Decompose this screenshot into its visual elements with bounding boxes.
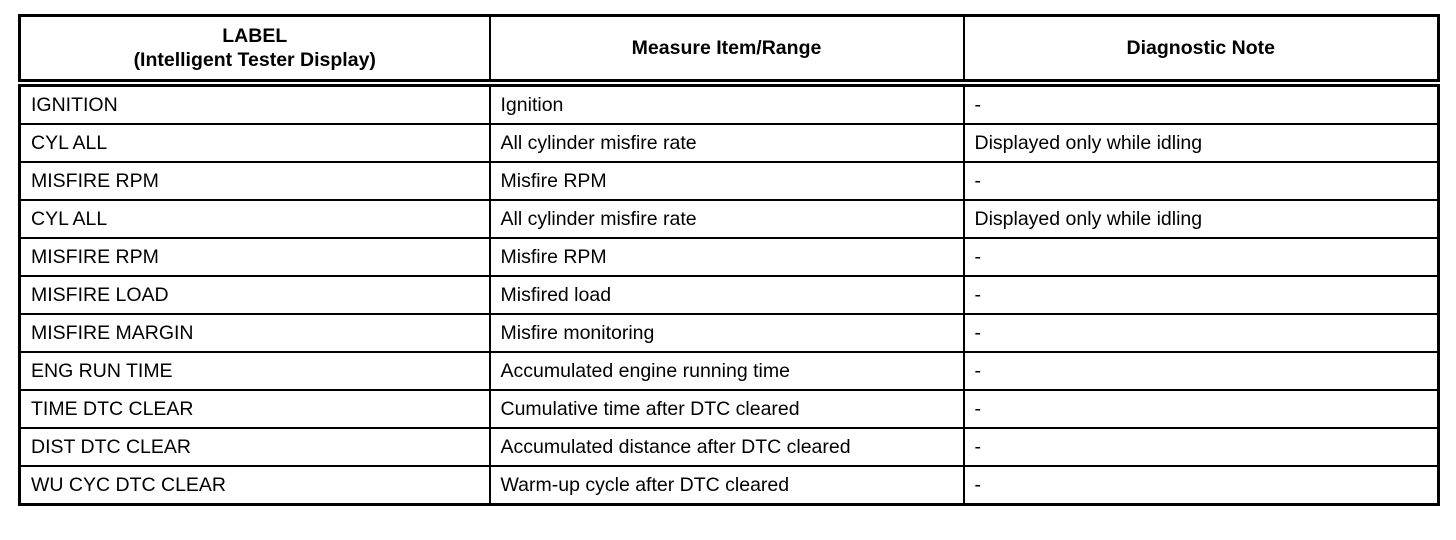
- label-cell: CYL ALL: [18, 199, 491, 239]
- label-cell: MISFIRE MARGIN: [18, 313, 491, 353]
- table-row: MISFIRE RPM Misfire RPM -: [18, 161, 1440, 201]
- measure-item-table: LABEL (Intelligent Tester Display) Measu…: [18, 14, 1440, 506]
- column-header-label: LABEL (Intelligent Tester Display): [18, 14, 491, 87]
- measure-item-cell: Warm-up cycle after DTC cleared: [488, 465, 965, 506]
- label-cell: TIME DTC CLEAR: [18, 389, 491, 429]
- measure-item-cell: Accumulated engine running time: [488, 351, 965, 391]
- diagnostic-note-cell: -: [962, 161, 1440, 201]
- measure-item-cell: Accumulated distance after DTC cleared: [488, 427, 965, 467]
- column-header-label-line1: LABEL: [222, 25, 288, 47]
- label-cell: CYL ALL: [18, 123, 491, 163]
- column-header-diagnostic-note: Diagnostic Note: [962, 14, 1440, 87]
- table-row: ENG RUN TIME Accumulated engine running …: [18, 351, 1440, 391]
- label-cell: ENG RUN TIME: [18, 351, 491, 391]
- diagnostic-note-cell: Displayed only while idling: [962, 123, 1440, 163]
- measure-item-cell: All cylinder misfire rate: [488, 123, 965, 163]
- table-row: IGNITION Ignition -: [18, 82, 1440, 125]
- table-row: TIME DTC CLEAR Cumulative time after DTC…: [18, 389, 1440, 429]
- measure-item-cell: All cylinder misfire rate: [488, 199, 965, 239]
- table-row: MISFIRE MARGIN Misfire monitoring -: [18, 313, 1440, 353]
- diagnostic-note-cell: -: [962, 313, 1440, 353]
- measure-item-cell: Ignition: [488, 82, 965, 125]
- table-row: MISFIRE LOAD Misfired load -: [18, 275, 1440, 315]
- measure-item-cell: Misfire RPM: [488, 237, 965, 277]
- diagnostic-note-cell: -: [962, 275, 1440, 315]
- table-row: MISFIRE RPM Misfire RPM -: [18, 237, 1440, 277]
- label-cell: MISFIRE LOAD: [18, 275, 491, 315]
- measure-item-cell: Cumulative time after DTC cleared: [488, 389, 965, 429]
- table-row: CYL ALL All cylinder misfire rate Displa…: [18, 123, 1440, 163]
- label-cell: MISFIRE RPM: [18, 161, 491, 201]
- diagnostic-note-cell: -: [962, 82, 1440, 125]
- measure-item-cell: Misfire monitoring: [488, 313, 965, 353]
- diagnostic-note-cell: -: [962, 237, 1440, 277]
- table-header-row: LABEL (Intelligent Tester Display) Measu…: [18, 14, 1440, 87]
- diagnostic-note-cell: Displayed only while idling: [962, 199, 1440, 239]
- label-cell: IGNITION: [18, 82, 491, 125]
- diagnostic-note-cell: -: [962, 427, 1440, 467]
- table-row: DIST DTC CLEAR Accumulated distance afte…: [18, 427, 1440, 467]
- label-cell: MISFIRE RPM: [18, 237, 491, 277]
- column-header-measure-item-range: Measure Item/Range: [488, 14, 965, 87]
- diagnostic-note-cell: -: [962, 351, 1440, 391]
- measure-item-cell: Misfire RPM: [488, 161, 965, 201]
- measure-item-cell: Misfired load: [488, 275, 965, 315]
- diagnostic-note-cell: -: [962, 465, 1440, 506]
- label-cell: WU CYC DTC CLEAR: [18, 465, 491, 506]
- diagnostic-note-cell: -: [962, 389, 1440, 429]
- label-cell: DIST DTC CLEAR: [18, 427, 491, 467]
- table-row: WU CYC DTC CLEAR Warm-up cycle after DTC…: [18, 465, 1440, 506]
- column-header-label-line2: (Intelligent Tester Display): [133, 49, 376, 71]
- table-row: CYL ALL All cylinder misfire rate Displa…: [18, 199, 1440, 239]
